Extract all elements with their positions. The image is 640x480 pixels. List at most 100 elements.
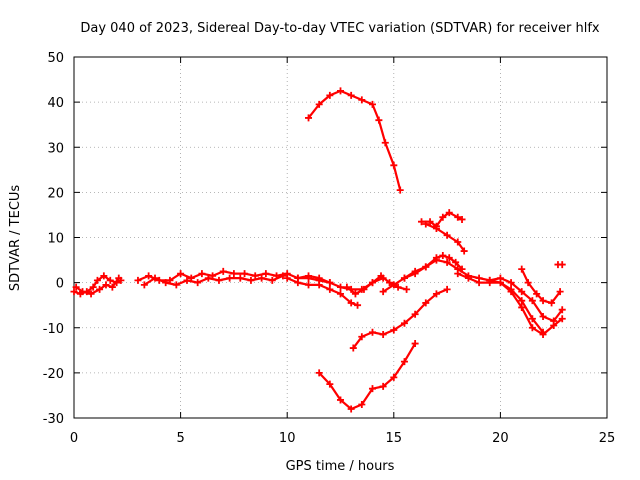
- data-point: [400, 358, 408, 366]
- x-tick-label: 0: [70, 431, 78, 446]
- data-point: [326, 91, 334, 99]
- data-point: [439, 213, 447, 221]
- data-point: [381, 139, 389, 147]
- data-point: [251, 272, 259, 280]
- data-point: [400, 319, 408, 327]
- data-point: [215, 276, 223, 284]
- axis-ticks: 0 5 10 15 20 25 -30 -20 -10 0 10 20 30 40 50: [43, 51, 616, 446]
- y-tick-label: 30: [47, 141, 64, 156]
- data-point: [368, 385, 376, 393]
- series-line: [520, 267, 562, 305]
- data-point: [100, 272, 108, 280]
- series-sat-l: [422, 220, 468, 255]
- data-point: [518, 288, 526, 296]
- data-point: [326, 380, 334, 388]
- data-point: [443, 285, 451, 293]
- data-point: [411, 340, 419, 348]
- data-point: [226, 274, 234, 282]
- x-tick-label: 20: [492, 431, 509, 446]
- data-point: [458, 265, 466, 273]
- data-point: [460, 247, 468, 255]
- data-point: [454, 238, 462, 246]
- series-sat-g: [343, 272, 411, 298]
- data-point: [102, 281, 110, 289]
- data-point: [507, 288, 515, 296]
- data-point: [452, 258, 460, 266]
- data-point: [337, 290, 344, 298]
- data-point: [439, 252, 447, 260]
- data-point: [151, 274, 159, 282]
- data-point: [347, 405, 355, 413]
- data-point: [236, 274, 244, 282]
- data-point: [87, 290, 95, 298]
- series-line: [318, 342, 417, 411]
- data-point: [347, 299, 355, 307]
- data-point: [528, 324, 536, 332]
- data-point: [496, 274, 504, 282]
- data-point: [558, 315, 566, 323]
- y-axis-label: SDTVAR / TECUs: [8, 185, 23, 292]
- data-point: [464, 274, 472, 282]
- data-point: [96, 285, 104, 293]
- data-point: [343, 283, 351, 291]
- data-point: [315, 369, 323, 377]
- data-point: [518, 303, 526, 311]
- data-point: [358, 400, 366, 408]
- data-point: [411, 270, 419, 278]
- data-point: [390, 161, 398, 169]
- data-point: [454, 270, 462, 278]
- data-point: [533, 290, 541, 298]
- data-point: [337, 283, 344, 291]
- x-tick-label: 25: [599, 431, 616, 446]
- data-point: [443, 258, 451, 266]
- data-point: [326, 279, 334, 287]
- data-point: [241, 270, 249, 278]
- y-tick-label: 0: [56, 277, 64, 292]
- x-tick-label: 10: [279, 431, 296, 446]
- data-point: [72, 283, 80, 291]
- data-point: [230, 270, 238, 278]
- y-tick-label: 10: [47, 232, 64, 247]
- data-point: [262, 270, 270, 278]
- data-point: [326, 285, 334, 293]
- data-point: [422, 299, 430, 307]
- data-point: [375, 116, 383, 124]
- data-point: [294, 274, 302, 282]
- data-point: [396, 186, 404, 194]
- data-point: [422, 220, 430, 228]
- data-point: [528, 315, 536, 323]
- data-point: [198, 270, 206, 278]
- data-point: [426, 218, 434, 226]
- data-point: [358, 96, 366, 104]
- data-point: [79, 288, 87, 296]
- data-point: [518, 297, 526, 305]
- series-sat-m: [349, 285, 451, 352]
- series-sat-n: [315, 340, 419, 413]
- x-axis-label: GPS time / hours: [286, 459, 395, 474]
- data-point: [194, 279, 202, 287]
- data-point: [454, 213, 462, 221]
- series-sat-p: [486, 274, 566, 325]
- data-point: [140, 281, 148, 289]
- data-point: [115, 274, 123, 282]
- series-line: [352, 288, 449, 350]
- y-tick-label: 40: [47, 96, 64, 111]
- data-point: [390, 326, 398, 334]
- data-point: [247, 276, 255, 284]
- series-sat-b: [72, 274, 123, 298]
- data-point: [558, 261, 566, 269]
- data-point: [445, 254, 453, 262]
- data-point: [70, 288, 78, 296]
- data-point: [507, 279, 515, 287]
- data-point: [539, 297, 547, 305]
- data-point: [475, 279, 483, 287]
- data-point: [394, 283, 402, 291]
- y-tick-label: -20: [43, 367, 64, 382]
- y-tick-label: -30: [43, 412, 64, 427]
- data-point: [283, 274, 291, 282]
- data-point: [172, 281, 180, 289]
- data-point: [337, 396, 344, 404]
- data-point: [349, 344, 357, 352]
- data-point: [315, 274, 323, 282]
